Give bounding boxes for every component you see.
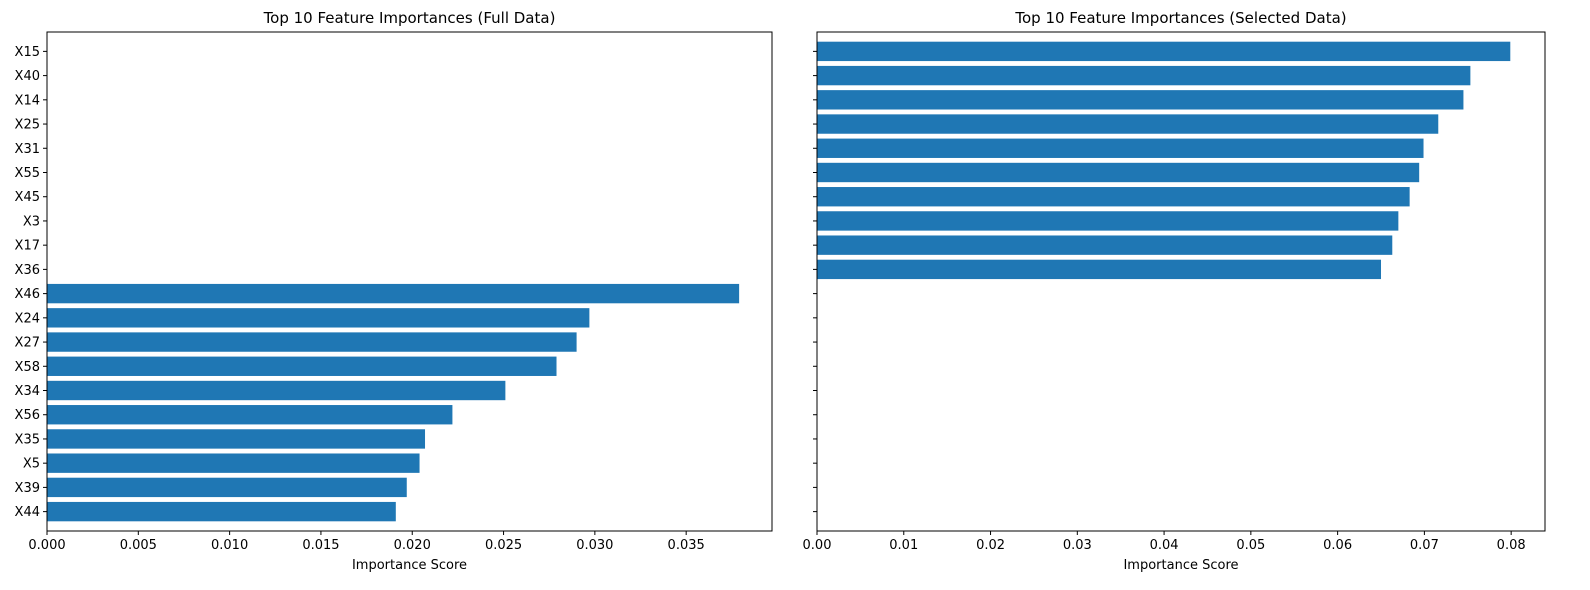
bar-x58 [47,356,557,376]
y-tick-label: X46 [15,287,40,302]
y-tick-label: X17 [15,239,40,254]
x-tick-label: 0.010 [211,538,248,553]
y-tick-label: X24 [15,311,40,326]
x-tick-label: 0.02 [976,538,1005,553]
x-axis-label: Importance Score [1123,558,1238,573]
x-tick-label: 0.04 [1150,538,1179,553]
y-tick-label: X34 [15,384,40,399]
bar-x17 [817,235,1393,255]
bar-x31 [817,138,1424,158]
x-tick-label: 0.035 [668,538,705,553]
chart-title: Top 10 Feature Importances (Selected Dat… [1014,9,1346,27]
bar-x44 [47,501,396,522]
y-tick-label: X5 [23,457,40,472]
y-tick-label: X45 [15,190,40,205]
y-axis [813,50,817,513]
y-tick-label: X14 [15,93,40,108]
x-tick-label: 0.07 [1410,538,1439,553]
bar-x45 [817,187,1410,207]
y-tick-label: X35 [15,432,40,447]
x-tick-label: 0.020 [394,538,431,553]
plot-frame [46,31,773,532]
bar-series [817,41,1511,280]
bar-x34 [47,380,506,401]
bar-x40 [817,65,1471,86]
bar-x56 [47,405,453,425]
bar-x3 [817,211,1399,231]
x-tick-label: 0.06 [1323,538,1352,553]
y-tick-label: X31 [15,142,40,157]
y-tick-label: X15 [15,45,40,60]
x-tick-label: 0.000 [28,538,65,553]
y-tick-label: X58 [15,360,40,375]
x-tick-label: 0.030 [576,538,613,553]
bar-x25 [817,114,1439,134]
y-tick-label: X44 [15,505,40,520]
x-axis: 0.00 0.01 0.02 0.03 0.04 0.05 0.06 0.07 0.08 [803,531,1526,553]
bar-x14 [817,90,1464,110]
bar-x39 [47,477,407,498]
x-tick-label: 0.05 [1236,538,1265,553]
x-axis-label: Importance Score [352,558,467,573]
x-tick-label: 0.03 [1063,538,1092,553]
bar-x36 [817,259,1382,280]
x-tick-label: 0.025 [485,538,522,553]
bar-x55 [817,162,1420,183]
x-tick-label: 0.00 [803,538,832,553]
bar-x27 [47,332,577,352]
y-tick-label: X56 [15,408,40,423]
x-tick-label: 0.015 [302,538,339,553]
bar-series [47,283,740,522]
y-tick-label: X3 [23,214,40,229]
bar-x5 [47,453,420,473]
y-tick-label: X39 [15,481,40,496]
x-tick-label: 0.08 [1497,538,1526,553]
x-tick-label: 0.01 [889,538,918,553]
y-tick-label: X55 [15,166,40,181]
bar-x35 [47,429,426,449]
x-axis: 0.000 0.005 0.010 0.015 0.020 0.025 0.030 0.035 [28,531,705,553]
bar-x15 [817,41,1511,62]
y-tick-label: X40 [15,69,40,84]
chart-full-data: Top 10 Feature Importances (Full Data) X… [15,9,773,573]
y-axis: X15 X40 X14 X25 X31 X55 X45 X3 X17 X36 X46 X24 X27 X5… [15,45,47,520]
x-tick-label: 0.005 [120,538,157,553]
y-tick-label: X36 [15,263,40,278]
bar-x24 [47,308,590,328]
chart-selected-data: Top 10 Feature Importances (Selected Dat… [803,9,1546,573]
y-tick-label: X27 [15,336,40,351]
y-tick-label: X25 [15,118,40,133]
chart-title: Top 10 Feature Importances (Full Data) [263,9,556,27]
bar-x46 [47,283,740,304]
plot-frame [816,31,1546,532]
